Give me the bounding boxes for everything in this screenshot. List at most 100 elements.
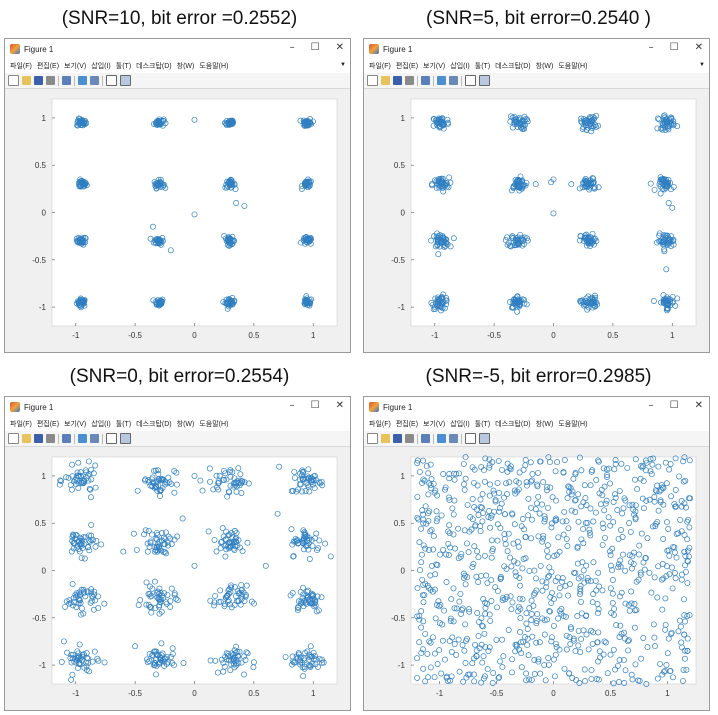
pointer-icon[interactable] (465, 433, 476, 444)
menu-desktop[interactable]: 데스크탑(D) (136, 421, 172, 428)
minimize-button[interactable]: – (648, 42, 654, 53)
menu-edit[interactable]: 편집(E) (395, 421, 419, 428)
legend-icon[interactable] (449, 434, 458, 443)
print-icon[interactable] (46, 76, 55, 85)
data-point (197, 477, 204, 484)
scatter-plot[interactable]: -1 -0.5 0 0.5 1 1 0.5 0 -0.5 -1 (6, 447, 351, 710)
data-point (80, 586, 87, 593)
data-point (242, 592, 249, 598)
property-editor-icon[interactable] (120, 433, 131, 444)
data-point (147, 482, 154, 489)
menu-overflow-icon[interactable]: ▼ (340, 62, 346, 68)
new-figure-icon[interactable] (367, 75, 378, 86)
data-point (514, 239, 521, 246)
legend-icon[interactable] (90, 76, 99, 85)
legend-icon[interactable] (449, 76, 458, 85)
link-plot-icon[interactable] (62, 76, 71, 85)
property-editor-icon[interactable] (120, 75, 131, 86)
open-file-icon[interactable] (381, 76, 390, 85)
minimize-button[interactable]: – (648, 400, 654, 411)
open-file-icon[interactable] (22, 434, 31, 443)
data-point (158, 652, 165, 659)
colorbar-icon[interactable] (437, 434, 446, 443)
pointer-icon[interactable] (106, 433, 117, 444)
colorbar-icon[interactable] (78, 434, 87, 443)
menu-file[interactable]: 파일(F) (369, 63, 391, 70)
menu-desktop[interactable]: 데스크탑(D) (495, 421, 531, 428)
menu-insert[interactable]: 삽입(I) (450, 63, 470, 70)
property-editor-icon[interactable] (479, 75, 490, 86)
maximize-button[interactable]: ☐ (310, 42, 320, 53)
menu-help[interactable]: 도움말(H) (558, 421, 588, 428)
menu-edit[interactable]: 편집(E) (36, 421, 60, 428)
maximize-button[interactable]: ☐ (669, 400, 679, 411)
menu-window[interactable]: 창(W) (176, 421, 195, 428)
maximize-button[interactable]: ☐ (669, 42, 679, 53)
data-point (450, 235, 457, 242)
menu-desktop[interactable]: 데스크탑(D) (136, 63, 172, 70)
data-point (88, 597, 95, 604)
menu-help[interactable]: 도움말(H) (199, 63, 229, 70)
scatter-plot[interactable]: -1 -0.5 0 0.5 1 1 0.5 0 -0.5 -1 (6, 89, 351, 352)
legend-icon[interactable] (90, 434, 99, 443)
save-icon[interactable] (393, 434, 402, 443)
menu-window[interactable]: 창(W) (535, 421, 554, 428)
menu-edit[interactable]: 편집(E) (395, 63, 419, 70)
menu-tools[interactable]: 툴(T) (474, 63, 491, 70)
link-plot-icon[interactable] (62, 434, 71, 443)
window-titlebar[interactable]: Figure 1 – ☐ ✕ (5, 39, 350, 59)
save-icon[interactable] (393, 76, 402, 85)
pointer-icon[interactable] (106, 75, 117, 86)
menu-tools[interactable]: 툴(T) (474, 421, 491, 428)
scatter-plot[interactable]: -1 -0.5 0 0.5 1 1 0.5 0 -0.5 -1 (365, 89, 710, 352)
open-file-icon[interactable] (381, 434, 390, 443)
new-figure-icon[interactable] (367, 433, 378, 444)
menu-view[interactable]: 보기(V) (423, 63, 446, 70)
property-editor-icon[interactable] (479, 433, 490, 444)
pointer-icon[interactable] (465, 75, 476, 86)
link-plot-icon[interactable] (421, 76, 430, 85)
menu-view[interactable]: 보기(V) (423, 421, 446, 428)
new-figure-icon[interactable] (8, 433, 19, 444)
scatter-plot[interactable]: -1 -0.5 0 0.5 1 1 0.5 0 -0.5 -1 (365, 447, 710, 710)
menu-view[interactable]: 보기(V) (64, 421, 87, 428)
menu-file[interactable]: 파일(F) (10, 63, 32, 70)
close-button[interactable]: ✕ (335, 42, 344, 53)
menu-window[interactable]: 창(W) (535, 63, 554, 70)
menu-insert[interactable]: 삽입(I) (91, 63, 111, 70)
menu-view[interactable]: 보기(V) (64, 63, 87, 70)
save-icon[interactable] (34, 76, 43, 85)
window-titlebar[interactable]: Figure 1 – ☐ ✕ (364, 397, 709, 417)
save-icon[interactable] (34, 434, 43, 443)
window-titlebar[interactable]: Figure 1 – ☐ ✕ (364, 39, 709, 59)
menu-file[interactable]: 파일(F) (10, 421, 32, 428)
print-icon[interactable] (405, 76, 414, 85)
data-point (311, 652, 318, 659)
close-button[interactable]: ✕ (694, 42, 703, 53)
print-icon[interactable] (46, 434, 55, 443)
link-plot-icon[interactable] (421, 434, 430, 443)
menu-overflow-icon[interactable]: ▼ (699, 62, 705, 68)
print-icon[interactable] (405, 434, 414, 443)
close-button[interactable]: ✕ (335, 400, 344, 411)
menu-window[interactable]: 창(W) (176, 63, 195, 70)
menu-file[interactable]: 파일(F) (369, 421, 391, 428)
data-point (665, 526, 672, 532)
open-file-icon[interactable] (22, 76, 31, 85)
menu-insert[interactable]: 삽입(I) (450, 421, 470, 428)
menu-tools[interactable]: 툴(T) (115, 421, 132, 428)
colorbar-icon[interactable] (437, 76, 446, 85)
menu-help[interactable]: 도움말(H) (199, 421, 229, 428)
colorbar-icon[interactable] (78, 76, 87, 85)
menu-desktop[interactable]: 데스크탑(D) (495, 63, 531, 70)
minimize-button[interactable]: – (289, 42, 295, 53)
minimize-button[interactable]: – (289, 400, 295, 411)
menu-insert[interactable]: 삽입(I) (91, 421, 111, 428)
menu-edit[interactable]: 편집(E) (36, 63, 60, 70)
close-button[interactable]: ✕ (694, 400, 703, 411)
window-titlebar[interactable]: Figure 1 – ☐ ✕ (5, 397, 350, 417)
menu-help[interactable]: 도움말(H) (558, 63, 588, 70)
maximize-button[interactable]: ☐ (310, 400, 320, 411)
menu-tools[interactable]: 툴(T) (115, 63, 132, 70)
new-figure-icon[interactable] (8, 75, 19, 86)
